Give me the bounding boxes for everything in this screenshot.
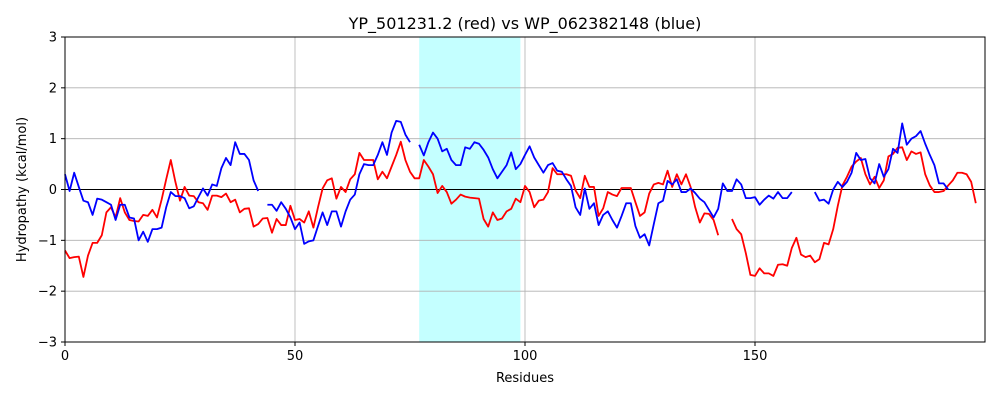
y-tick-label: 0 (49, 183, 57, 198)
y-tick-label: 3 (49, 31, 57, 46)
x-tick-label: 100 (513, 349, 538, 364)
series-line-blue (418, 131, 793, 247)
series-line-blue (267, 119, 411, 245)
series-line-red (64, 140, 720, 278)
chart-title: YP_501231.2 (red) vs WP_062382148 (blue) (348, 14, 702, 34)
ticks-layer: 0 50 100 150 −3 −2 −1 0 1 2 3 (38, 31, 768, 365)
plot-frame (64, 36, 986, 343)
series-line-blue (814, 122, 949, 205)
x-axis-label: Residues (496, 371, 554, 386)
y-tick-label: 2 (49, 81, 57, 96)
y-tick-label: −3 (38, 336, 57, 351)
y-tick-label: 1 (49, 132, 57, 147)
y-tick-label: −2 (38, 285, 57, 300)
y-tick-label: −1 (38, 234, 57, 249)
x-tick-label: 150 (743, 349, 768, 364)
series-line-blue (64, 141, 260, 243)
series-layer (64, 119, 977, 278)
x-tick-label: 0 (61, 349, 69, 364)
y-axis-label: Hydropathy (kcal/mol) (15, 117, 30, 262)
x-tick-label: 50 (287, 349, 304, 364)
